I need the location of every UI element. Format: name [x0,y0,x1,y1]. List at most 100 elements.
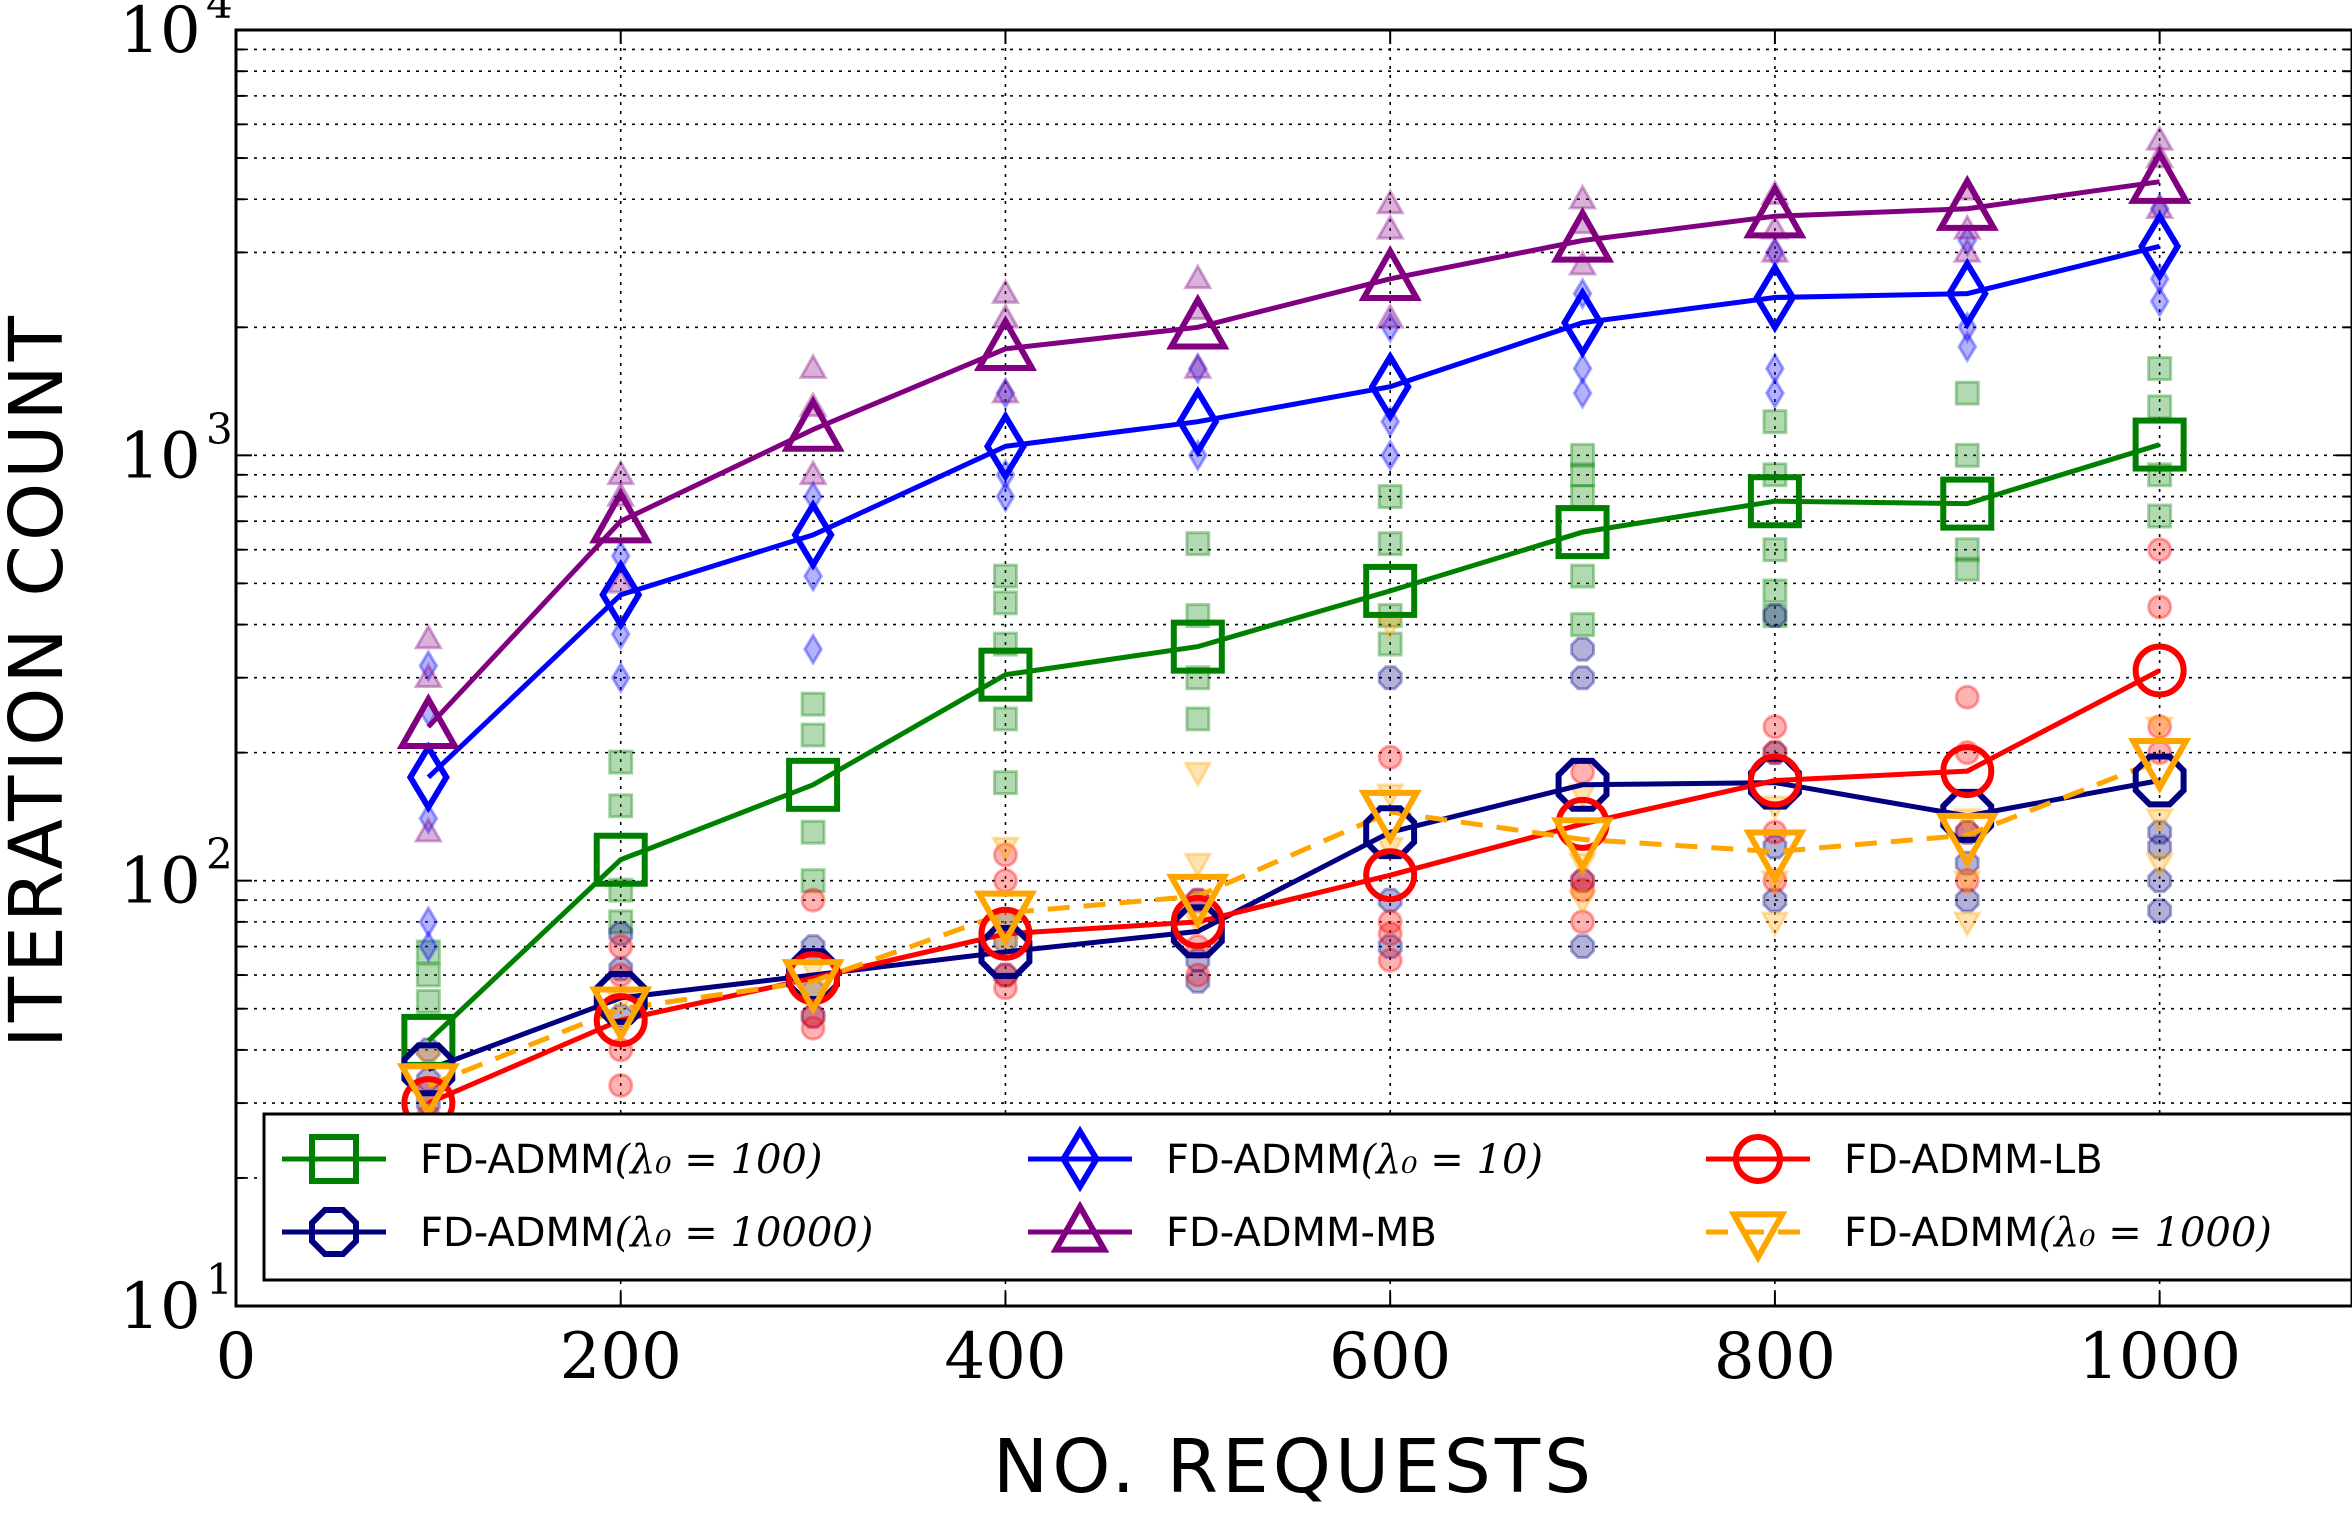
scatter-point-4 [2147,740,2173,766]
legend-marker [1733,1134,1783,1184]
scatter-point-5 [2144,716,2175,743]
y-tick-label-exponent: 3 [206,404,233,453]
scatter-point-2 [2149,284,2170,319]
series-marker-3 [589,487,653,544]
scatter-point-0 [800,868,826,894]
series-marker-2 [1368,350,1412,423]
series-marker-2 [1176,385,1220,458]
scatter-point-0 [800,691,826,717]
scatter-point-3 [1375,213,1405,240]
scatter-point-0 [608,909,634,935]
series-marker-0 [2132,417,2187,472]
scatter-point-5 [2144,808,2175,835]
series-marker-0 [1170,619,1225,674]
scatter-point-5 [1952,911,1982,938]
series-marker-0 [1940,476,1995,531]
scatter-point-2 [1572,376,1593,410]
scatter-point-2 [418,801,439,836]
series-marker-0 [786,757,841,812]
series-line-2 [426,243,2161,780]
scatter-point-3 [413,662,444,689]
series-marker-0 [978,647,1033,702]
series-marker-4 [1940,744,1995,799]
legend: FD-ADMM(λ₀ = 100) FD-ADMM(λ₀ = 10) FD-ADMM… [262,1112,2352,1282]
scatter-point-3 [798,352,828,379]
series-marker-0 [593,832,648,887]
series-marker-1 [1940,788,1995,843]
x-tick-label: 400 [944,1320,1066,1394]
scatter-point-3 [1183,352,1213,379]
scatter-point-1 [2147,868,2173,894]
legend-label: FD-ADMM(λ₀ = 10) [1166,1137,1543,1183]
scatter-point-3 [990,377,1021,404]
scatter-point-1 [1185,968,1211,994]
x-tick-label: 0 [216,1320,257,1394]
legend-marker [1060,1125,1100,1193]
series-marker-4 [978,906,1033,961]
scatter-point-0 [1377,531,1403,557]
scatter-point-0 [1377,484,1403,510]
scatter-point-5 [1567,889,1598,916]
scatter-point-1 [1762,887,1788,913]
series-marker-5 [781,959,845,1015]
series-marker-5 [396,1063,460,1120]
scatter-point-2 [1957,223,1978,258]
scatter-point-5 [990,836,1021,863]
scatter-point-4 [1762,714,1788,740]
scatter-point-2 [610,617,631,651]
x-tick-label: 1000 [2078,1320,2241,1394]
scatter-point-2 [1764,376,1785,410]
series-marker-5 [1551,817,1615,874]
scatter-point-4 [1185,962,1211,988]
series-marker-1 [2132,753,2187,808]
series-marker-2 [1561,286,1605,359]
scatter-point-2 [995,376,1016,410]
scatter-point-2 [418,929,439,964]
series-markers [396,147,2192,1131]
legend-label: FD-ADMM-MB [1166,1210,1437,1256]
scatter-point-1 [1570,934,1595,959]
scatter-point-3 [1567,249,1598,276]
scatter-point-3 [990,277,1021,304]
scatter-point-2 [610,661,631,695]
scatter-point-1 [1570,868,1595,894]
scatter-point-1 [1377,665,1403,691]
scatter-point-0 [1954,442,1980,468]
scatter-point-0 [415,939,441,965]
legend-label: FD-ADMM(λ₀ = 10000) [420,1210,873,1256]
scatter-point-2 [418,649,439,683]
series-marker-2 [406,741,450,814]
scatter-point-2 [418,905,439,939]
series-marker-3 [2128,147,2192,204]
scatter-point-4 [1570,909,1596,935]
scatter-point-4 [1954,684,1980,710]
scatter-point-2 [995,479,1016,514]
scatter-point-0 [800,819,826,845]
scatter-point-0 [2147,394,2173,420]
series-marker-3 [396,693,460,750]
scatter-point-2 [1380,310,1401,344]
series-marker-0 [1555,505,1610,560]
scatter-point-4 [1570,877,1596,903]
scatter-point-0 [2147,503,2173,529]
scatter-point-1 [1570,665,1595,691]
series-marker-1 [401,1042,456,1097]
series-line-4 [427,668,2161,1106]
scatter-point-0 [1762,409,1788,435]
series-marker-4 [1170,894,1225,949]
scatter-point-4 [2147,714,2173,740]
scatter-point-0 [992,563,1018,589]
series-marker-4 [786,951,841,1006]
series-line-3 [426,179,2160,729]
series-marker-0 [1363,563,1418,618]
scatter-point-5 [1183,761,1213,788]
series-marker-1 [1555,757,1610,812]
scatter-point-4 [992,842,1018,868]
scatter-point-4 [992,868,1018,894]
scatter-point-3 [1375,188,1405,215]
series-marker-2 [791,499,835,571]
scatter-point-0 [1762,603,1788,629]
scatter-point-4 [1377,909,1403,935]
